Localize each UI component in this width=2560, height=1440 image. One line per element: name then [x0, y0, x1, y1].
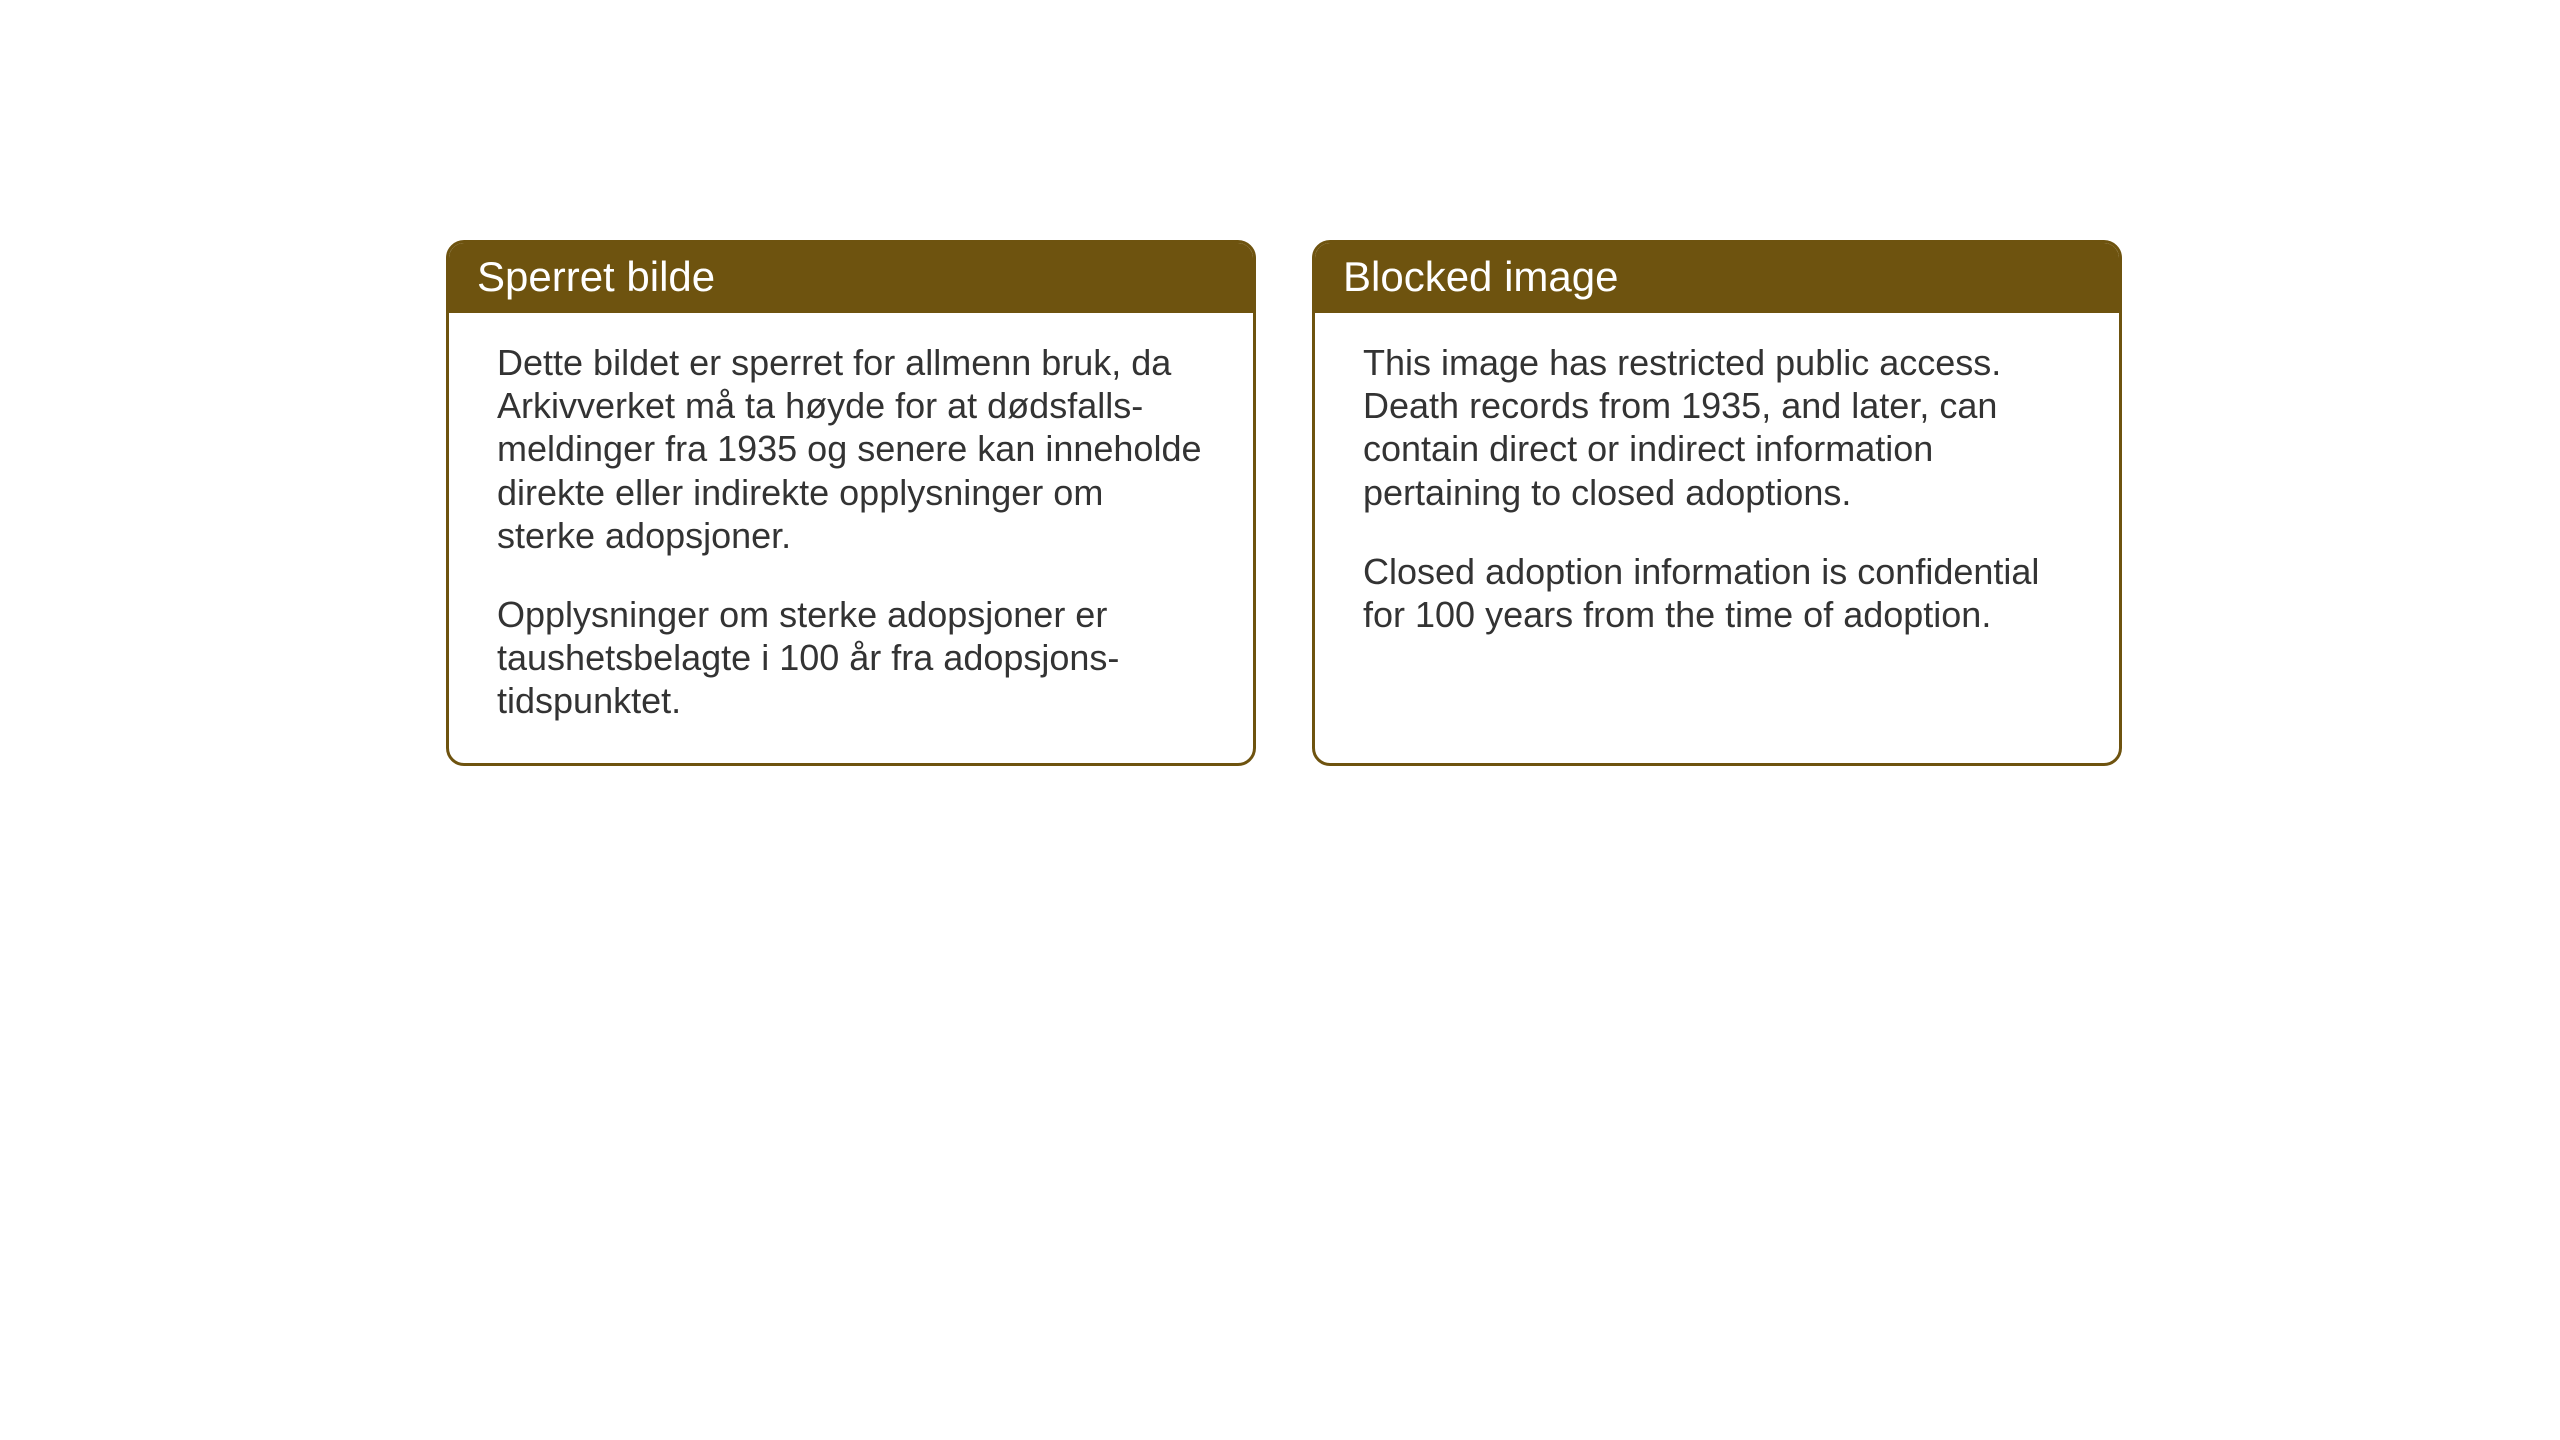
- notice-title: Blocked image: [1343, 253, 1618, 300]
- notice-header-english: Blocked image: [1315, 243, 2119, 313]
- notice-box-norwegian: Sperret bilde Dette bildet er sperret fo…: [446, 240, 1256, 766]
- notice-paragraph: Opplysninger om sterke adopsjoner er tau…: [497, 593, 1205, 723]
- notice-body-english: This image has restricted public access.…: [1315, 313, 2119, 676]
- notice-header-norwegian: Sperret bilde: [449, 243, 1253, 313]
- notice-paragraph: Closed adoption information is confident…: [1363, 550, 2071, 636]
- notice-box-english: Blocked image This image has restricted …: [1312, 240, 2122, 766]
- notice-paragraph: This image has restricted public access.…: [1363, 341, 2071, 514]
- notice-container: Sperret bilde Dette bildet er sperret fo…: [446, 240, 2122, 766]
- notice-body-norwegian: Dette bildet er sperret for allmenn bruk…: [449, 313, 1253, 763]
- notice-paragraph: Dette bildet er sperret for allmenn bruk…: [497, 341, 1205, 557]
- notice-title: Sperret bilde: [477, 253, 715, 300]
